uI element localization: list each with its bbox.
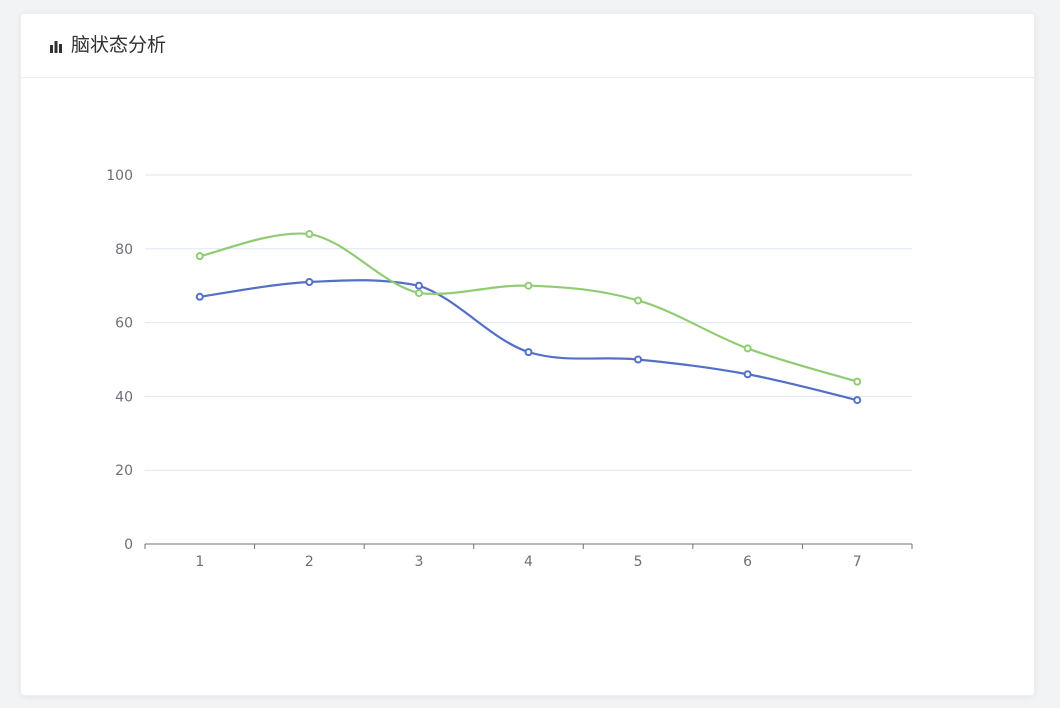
- series-1-point[interactable]: [634, 355, 643, 364]
- x-tick-label: 7: [853, 554, 862, 570]
- series-lines: [198, 232, 859, 402]
- y-tick-label: 20: [115, 463, 133, 479]
- series-1-point[interactable]: [524, 348, 533, 357]
- series-2-point[interactable]: [524, 281, 533, 290]
- series-2-point[interactable]: [195, 252, 204, 261]
- x-axis-labels: 1 2 3 4 5 6 7: [195, 554, 861, 570]
- y-axis-labels: 0 20 40 60 80 100: [106, 168, 133, 553]
- card-title: 脑状态分析: [71, 34, 167, 56]
- x-axis: [144, 543, 913, 549]
- y-tick-label: 40: [115, 389, 133, 405]
- series-1-point[interactable]: [195, 292, 204, 301]
- y-tick-label: 100: [106, 168, 133, 184]
- series-2-point[interactable]: [414, 289, 423, 298]
- x-tick-label: 3: [414, 554, 423, 570]
- x-tick-label: 2: [305, 554, 314, 570]
- y-tick-label: 0: [124, 537, 133, 553]
- x-tick-label: 6: [743, 554, 752, 570]
- series-2-point[interactable]: [305, 230, 314, 239]
- bar-chart-icon: [50, 40, 62, 53]
- series-1-point[interactable]: [743, 370, 752, 379]
- x-tick-label: 4: [524, 554, 533, 570]
- x-tick-label: 5: [634, 554, 643, 570]
- card-header: 脑状态分析: [21, 14, 1034, 78]
- series-line-2: [198, 232, 859, 383]
- series-1-point[interactable]: [305, 278, 314, 287]
- series-1-point[interactable]: [414, 281, 423, 290]
- grid-lines: [145, 174, 912, 471]
- series-2-point[interactable]: [853, 377, 862, 386]
- series-1-point[interactable]: [853, 396, 862, 405]
- y-tick-label: 80: [115, 242, 133, 258]
- x-tick-label: 1: [195, 554, 204, 570]
- series-2-point[interactable]: [634, 296, 643, 305]
- y-tick-label: 60: [115, 316, 133, 332]
- series-2-point[interactable]: [743, 344, 752, 353]
- series-line-1: [198, 279, 859, 402]
- series-points: [195, 230, 862, 405]
